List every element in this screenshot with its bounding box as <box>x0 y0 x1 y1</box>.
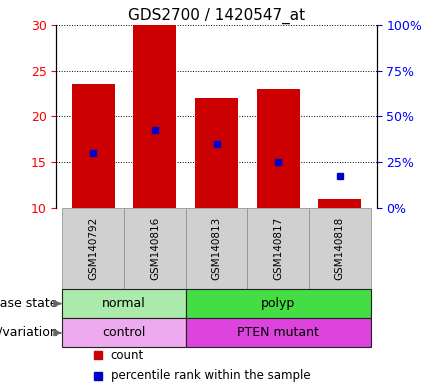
Text: control: control <box>102 326 146 339</box>
Text: percentile rank within the sample: percentile rank within the sample <box>111 369 310 382</box>
Text: polyp: polyp <box>261 297 295 310</box>
Bar <box>62 289 186 318</box>
Bar <box>186 318 371 348</box>
Bar <box>318 199 361 208</box>
Bar <box>309 208 371 289</box>
Text: GSM140816: GSM140816 <box>150 217 160 280</box>
Text: genotype/variation: genotype/variation <box>0 326 58 339</box>
Text: count: count <box>111 349 144 362</box>
Text: GSM140813: GSM140813 <box>211 217 222 280</box>
Text: PTEN mutant: PTEN mutant <box>237 326 319 339</box>
Bar <box>186 208 247 289</box>
Bar <box>195 98 238 208</box>
Bar <box>133 25 177 208</box>
Bar <box>62 318 186 348</box>
Bar <box>186 289 371 318</box>
Title: GDS2700 / 1420547_at: GDS2700 / 1420547_at <box>128 7 305 23</box>
Bar <box>124 208 186 289</box>
Text: disease state: disease state <box>0 297 58 310</box>
Bar <box>72 84 115 208</box>
Bar <box>247 208 309 289</box>
Text: GSM140817: GSM140817 <box>273 217 283 280</box>
Text: GSM140818: GSM140818 <box>335 217 345 280</box>
Text: normal: normal <box>102 297 146 310</box>
Bar <box>62 208 124 289</box>
Bar <box>256 89 300 208</box>
Text: GSM140792: GSM140792 <box>88 217 98 280</box>
